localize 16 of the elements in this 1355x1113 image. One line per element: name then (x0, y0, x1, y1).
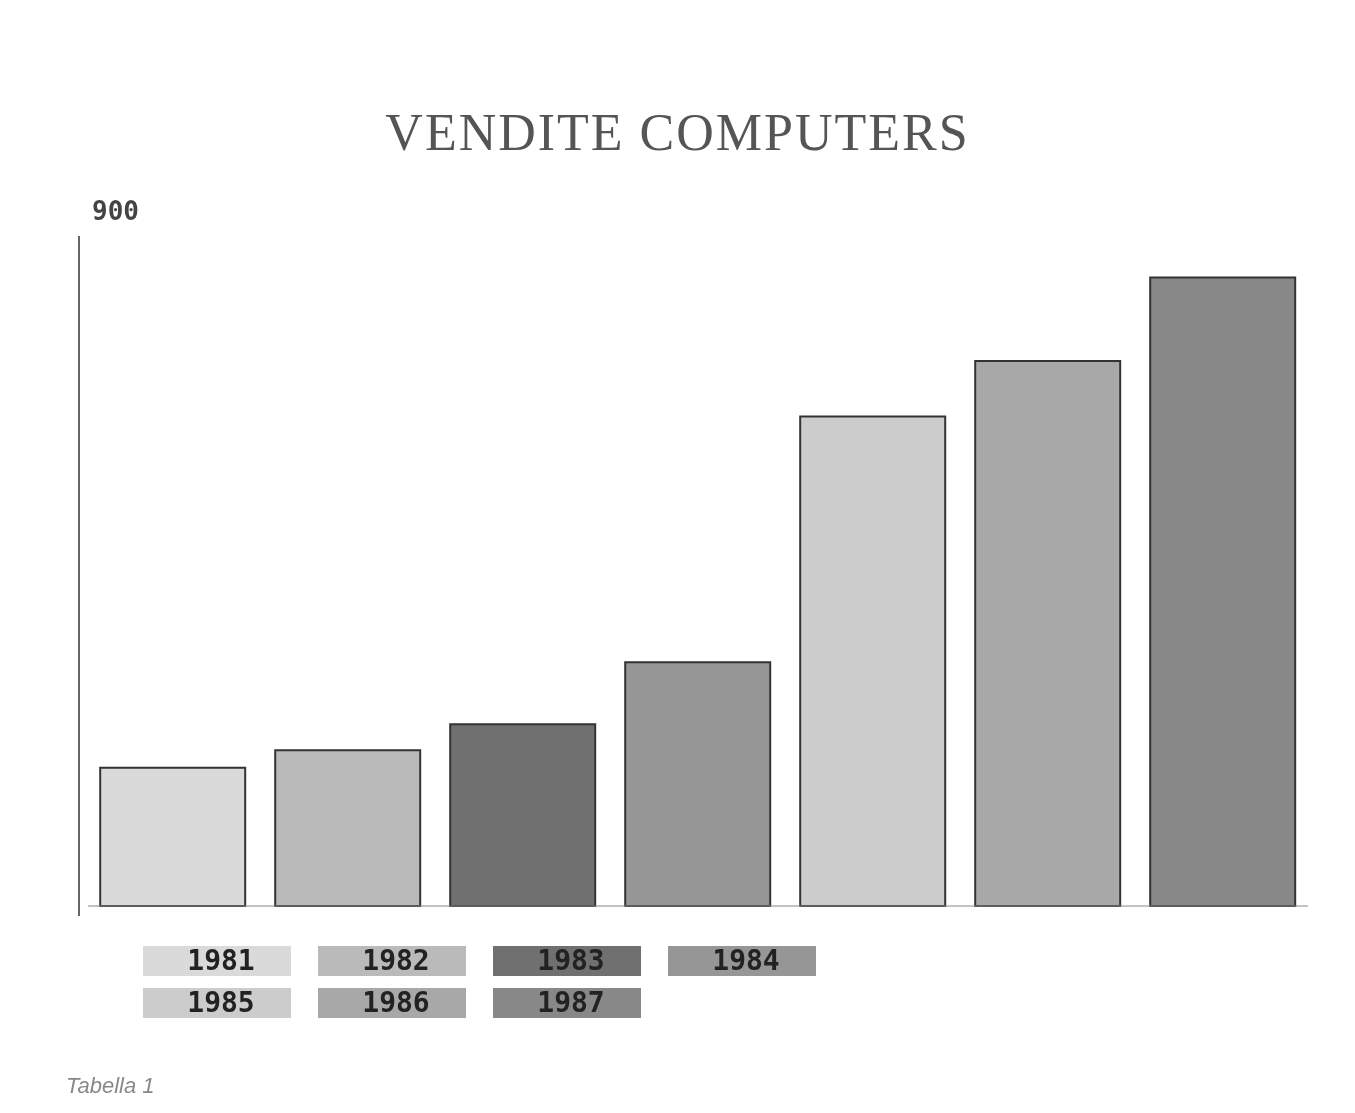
text: 900 (92, 196, 139, 226)
legend-label: 1985 (151, 986, 291, 1019)
legend-label: 1982 (326, 944, 466, 977)
legend-label: 1983 (501, 944, 641, 977)
bar (799, 415, 947, 907)
bar (449, 723, 597, 907)
legend-label: 1986 (326, 986, 466, 1019)
legend-label: 1984 (676, 944, 816, 977)
chart-title: VENDITE COMPUTERS (384, 103, 971, 162)
legend-label: 1981 (151, 944, 291, 977)
bar (974, 360, 1122, 907)
legend-label: 1987 (501, 986, 641, 1019)
bar (99, 766, 247, 907)
text: Tabella 1 (66, 1073, 155, 1099)
bar (624, 661, 772, 907)
bar (274, 749, 422, 907)
